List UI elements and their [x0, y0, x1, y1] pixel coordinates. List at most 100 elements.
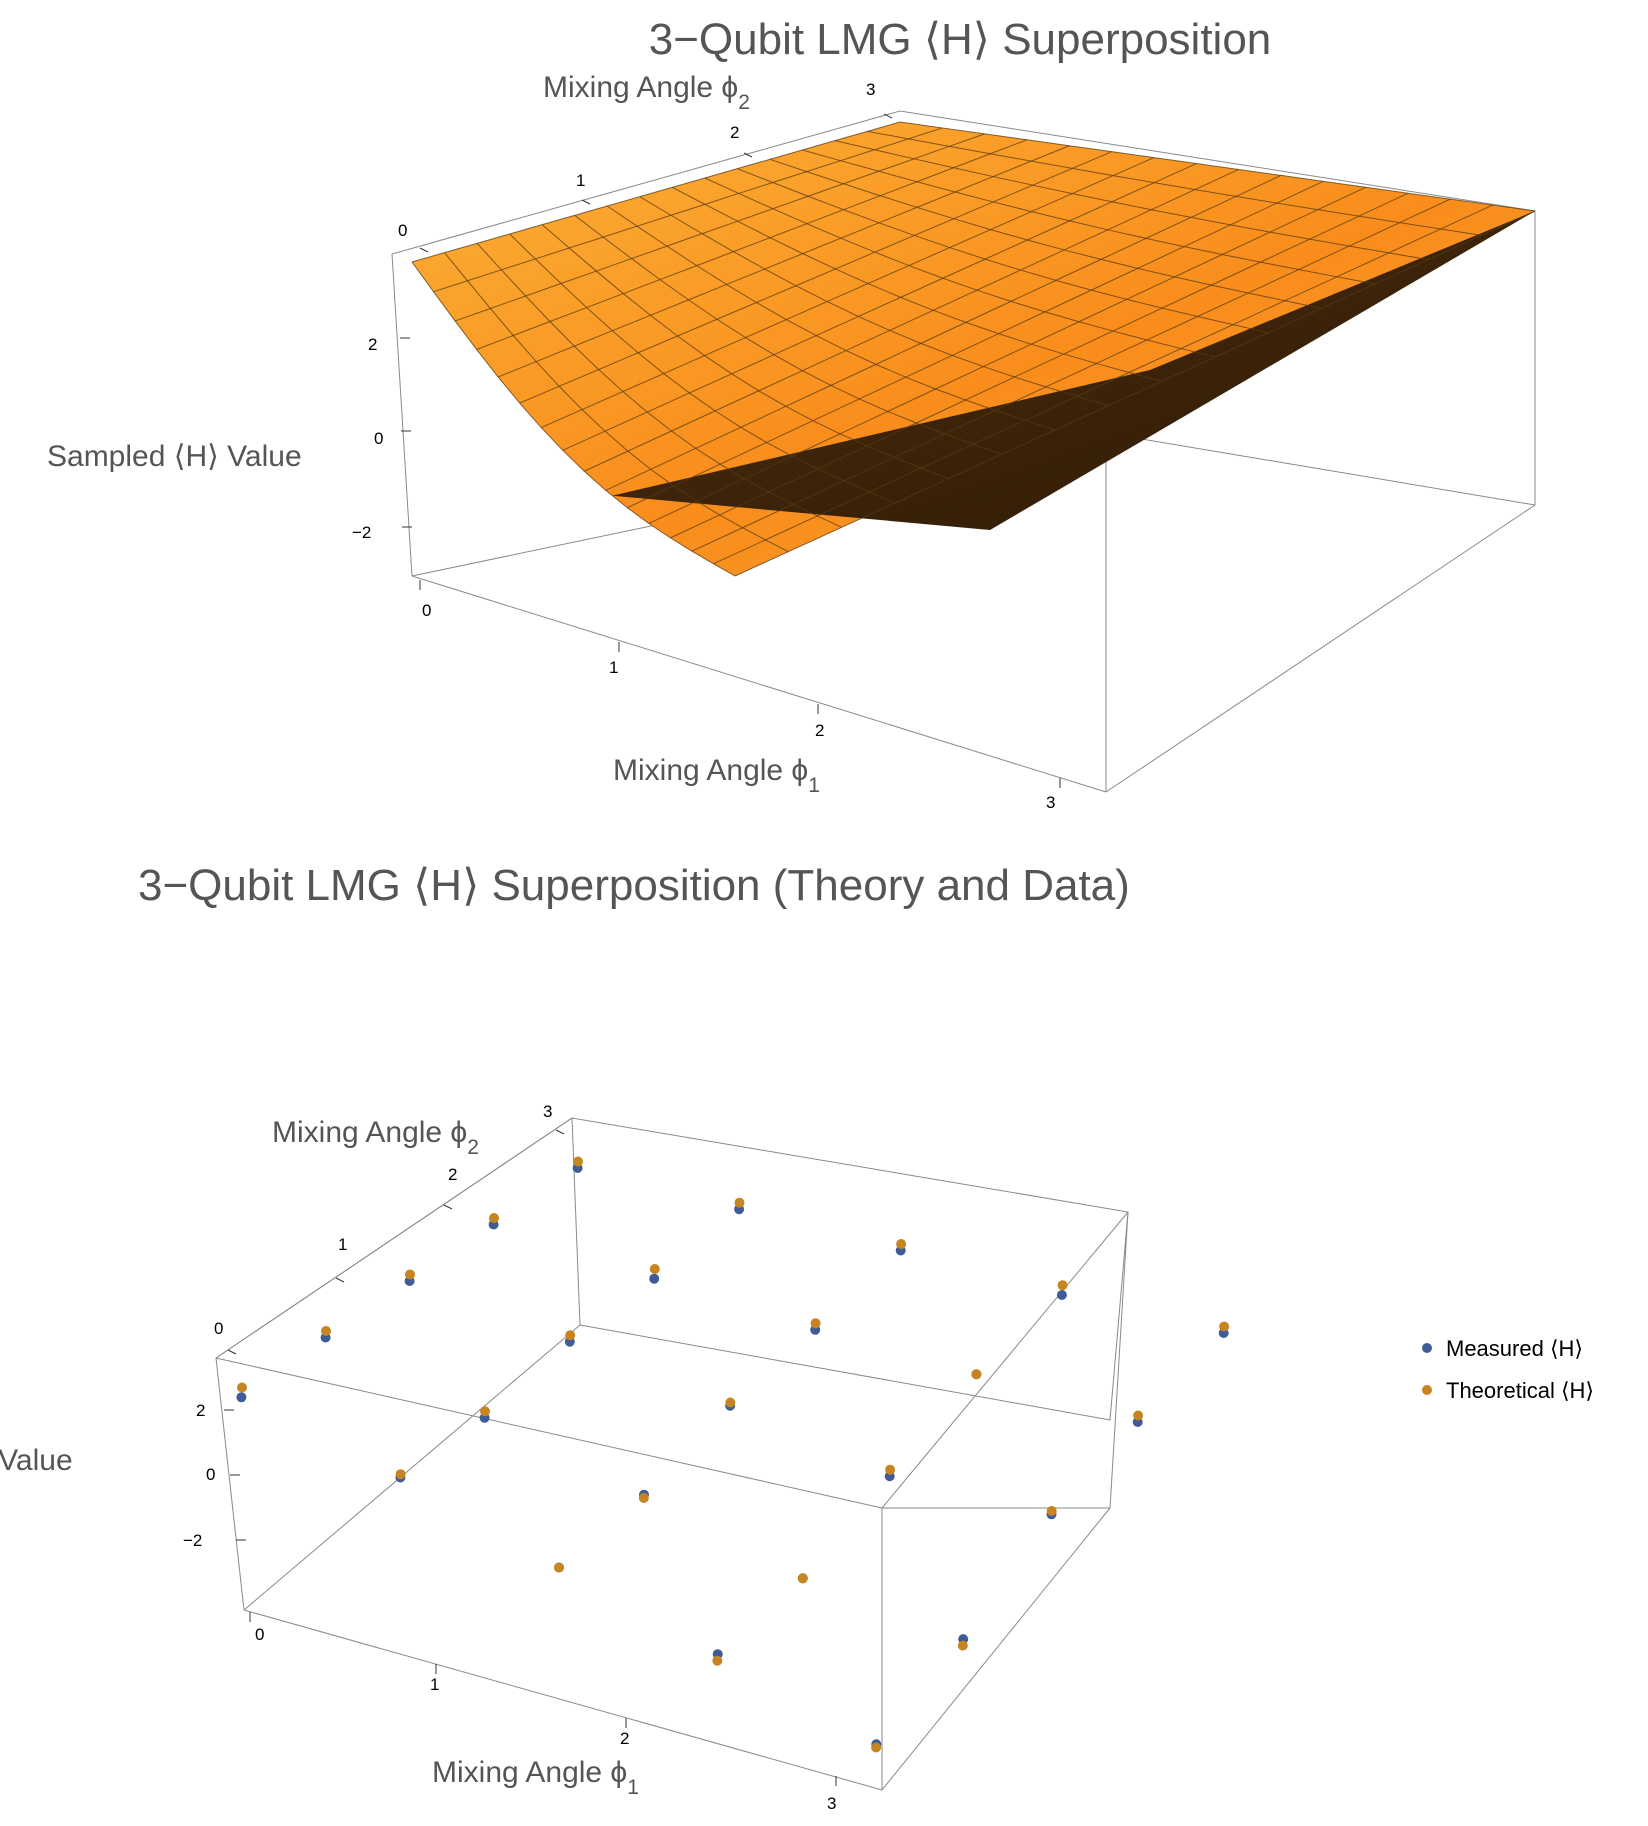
chart2-x-tick-1: 1 — [430, 1675, 439, 1694]
chart2-y-ticks — [227, 1129, 565, 1355]
chart1-y-axis-label: Mixing Angle ϕ2 — [543, 71, 750, 114]
theoretical-point — [649, 1264, 660, 1274]
chart2-title: 3−Qubit LMG ⟨H⟩ Superposition (Theory an… — [138, 861, 1130, 910]
mesh-line-phi2 — [574, 214, 1002, 455]
chart2-y-axis-label: Mixing Angle ϕ2 — [272, 1116, 479, 1159]
surface-underside — [612, 211, 1535, 530]
legend-measured-label: Measured ⟨H⟩ — [1446, 1336, 1583, 1361]
mesh-line-phi2 — [834, 140, 1429, 261]
chart2-box — [215, 1117, 1129, 1791]
chart2-y-tick-2: 2 — [448, 1165, 457, 1184]
theoretical-point — [1046, 1506, 1057, 1516]
mesh-line-phi1 — [691, 198, 1451, 552]
mesh-line-phi1 — [411, 121, 901, 263]
mesh-line-phi1 — [670, 192, 1409, 539]
theoretical-point — [957, 1640, 968, 1651]
chart2-y-tick-0: 0 — [214, 1319, 223, 1338]
mesh-line-phi2 — [509, 233, 896, 504]
theoretical-point — [896, 1239, 907, 1249]
chart1-x-ticks — [419, 580, 1061, 788]
chart2-legend: Measured ⟨H⟩ Theoretical ⟨H⟩ — [1422, 1336, 1594, 1403]
chart1-title: 3−Qubit LMG ⟨H⟩ Superposition — [649, 15, 1272, 64]
theoretical-point — [565, 1330, 576, 1341]
mesh-line-phi1 — [519, 151, 1112, 404]
theoretical-point — [237, 1382, 247, 1393]
theoretical-point — [638, 1493, 649, 1503]
chart2-x-ticks — [249, 1612, 837, 1786]
theoretical-point — [1219, 1321, 1230, 1332]
mesh-line-phi1 — [734, 210, 1536, 577]
legend-measured-marker — [1422, 1343, 1432, 1353]
chart1-y-tick-0: 0 — [398, 221, 407, 240]
mesh-line-phi2 — [802, 149, 1376, 285]
theoretical-point — [712, 1655, 723, 1666]
theoretical-point — [725, 1397, 736, 1408]
theoretical-point — [734, 1197, 745, 1208]
scatter-points — [236, 1156, 1230, 1753]
chart2-z-ticks — [224, 1409, 246, 1541]
mesh-line-phi1 — [433, 127, 943, 293]
chart1-y-ticks — [419, 113, 893, 253]
surface-chart: 3−Qubit LMG ⟨H⟩ Superposition Mixing Ang… — [47, 15, 1536, 812]
measured-point — [236, 1392, 247, 1403]
mesh-line-phi1 — [584, 169, 1239, 472]
theoretical-point — [480, 1406, 490, 1417]
mesh-line-phi2 — [672, 186, 1162, 382]
chart2-y-tick-1: 1 — [338, 1235, 347, 1254]
mesh-line-phi1 — [648, 186, 1366, 524]
mesh-line-phi1 — [540, 157, 1155, 429]
chart1-z-axis-label: Sampled ⟨H⟩ Value — [47, 440, 302, 473]
surface-mesh — [411, 121, 1536, 577]
chart2-x-tick-2: 2 — [620, 1729, 629, 1748]
legend-theoretical-marker — [1422, 1385, 1432, 1395]
measured-point — [649, 1273, 660, 1284]
theoretical-point — [797, 1573, 808, 1584]
theoretical-point — [395, 1469, 406, 1480]
theoretical-point — [405, 1269, 415, 1280]
chart2-x-tick-3: 3 — [827, 1794, 836, 1813]
surface-fill — [412, 122, 1535, 576]
chart1-z-tick-m2: −2 — [352, 523, 371, 542]
theoretical-point — [489, 1213, 499, 1223]
theoretical-point — [971, 1369, 982, 1380]
chart1-z-ticks — [400, 337, 412, 528]
chart1-y-tick-1: 1 — [576, 171, 585, 190]
chart1-x-tick-3: 3 — [1046, 793, 1055, 812]
mesh-line-phi2 — [899, 121, 1536, 212]
theoretical-point — [810, 1318, 821, 1329]
mesh-line-phi2 — [606, 205, 1056, 431]
mesh-line-phi2 — [769, 158, 1322, 309]
mesh-line-phi2 — [411, 261, 736, 577]
chart2-z-tick-2: 2 — [196, 1401, 205, 1420]
mesh-line-phi1 — [562, 163, 1197, 451]
chart2-x-tick-0: 0 — [255, 1625, 264, 1644]
mesh-line-phi2 — [541, 224, 949, 480]
chart1-x-tick-0: 0 — [422, 601, 431, 620]
mesh-line-phi2 — [704, 177, 1216, 358]
mesh-line-phi1 — [497, 145, 1070, 378]
mesh-line-phi2 — [476, 242, 842, 528]
theoretical-point — [1057, 1280, 1068, 1291]
chart2-y-tick-3: 3 — [543, 1102, 552, 1121]
mesh-line-phi1 — [476, 139, 1028, 350]
mesh-line-phi1 — [454, 133, 985, 322]
measured-point — [1056, 1290, 1067, 1300]
chart2-z-tick-m2: −2 — [183, 1531, 202, 1550]
chart1-y-tick-2: 2 — [730, 123, 739, 142]
chart1-z-tick-2: 2 — [368, 335, 377, 354]
chart2-z-tick-0: 0 — [206, 1465, 215, 1484]
mesh-line-phi1 — [605, 174, 1282, 491]
mesh-line-phi2 — [737, 168, 1269, 334]
theoretical-point — [1133, 1410, 1144, 1421]
chart2-z-axis-label: Sampled ⟨H⟩ Value — [0, 1444, 73, 1477]
chart1-x-axis-label: Mixing Angle ϕ1 — [613, 754, 820, 797]
theoretical-point — [573, 1156, 583, 1167]
legend-theoretical-label: Theoretical ⟨H⟩ — [1446, 1378, 1594, 1403]
chart1-y-tick-3: 3 — [866, 80, 875, 99]
mesh-line-phi1 — [713, 204, 1493, 565]
chart2-x-axis-label: Mixing Angle ϕ1 — [432, 1756, 639, 1799]
theoretical-point — [554, 1562, 564, 1573]
theoretical-point — [885, 1464, 896, 1475]
chart1-x-tick-2: 2 — [815, 721, 824, 740]
